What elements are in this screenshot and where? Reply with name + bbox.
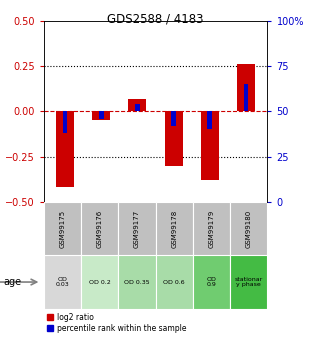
Bar bbox=[92, 111, 110, 120]
Text: GDS2588 / 4183: GDS2588 / 4183 bbox=[107, 12, 204, 25]
Bar bbox=[135, 104, 140, 111]
Bar bbox=[156, 202, 193, 255]
Text: age: age bbox=[3, 277, 21, 287]
Bar bbox=[118, 255, 156, 309]
Bar bbox=[81, 255, 118, 309]
Legend: log2 ratio, percentile rank within the sample: log2 ratio, percentile rank within the s… bbox=[47, 313, 186, 333]
Text: OD 0.2: OD 0.2 bbox=[89, 279, 110, 285]
Bar bbox=[230, 255, 267, 309]
Text: GSM99177: GSM99177 bbox=[134, 209, 140, 248]
Bar bbox=[81, 202, 118, 255]
Bar bbox=[118, 202, 156, 255]
Bar bbox=[193, 202, 230, 255]
Text: stationar
y phase: stationar y phase bbox=[235, 277, 263, 287]
Bar bbox=[237, 64, 255, 111]
Text: GSM99180: GSM99180 bbox=[246, 209, 252, 248]
Bar bbox=[44, 202, 81, 255]
Bar bbox=[207, 111, 212, 129]
Text: OD 0.35: OD 0.35 bbox=[124, 279, 150, 285]
Text: OD 0.6: OD 0.6 bbox=[163, 279, 185, 285]
Bar bbox=[171, 111, 176, 126]
Bar bbox=[230, 202, 267, 255]
Bar bbox=[56, 111, 74, 187]
Text: OD
0.9: OD 0.9 bbox=[207, 277, 216, 287]
Bar bbox=[165, 111, 183, 166]
Text: GSM99178: GSM99178 bbox=[171, 209, 177, 248]
Bar bbox=[244, 84, 248, 111]
Bar bbox=[128, 99, 146, 111]
Bar bbox=[99, 111, 104, 119]
Bar bbox=[156, 255, 193, 309]
Text: GSM99176: GSM99176 bbox=[96, 209, 103, 248]
Bar bbox=[201, 111, 219, 180]
Bar bbox=[193, 255, 230, 309]
Text: OD
0.03: OD 0.03 bbox=[55, 277, 69, 287]
Text: GSM99175: GSM99175 bbox=[59, 209, 65, 248]
Bar bbox=[63, 111, 67, 133]
Bar bbox=[44, 255, 81, 309]
Text: GSM99179: GSM99179 bbox=[208, 209, 215, 248]
